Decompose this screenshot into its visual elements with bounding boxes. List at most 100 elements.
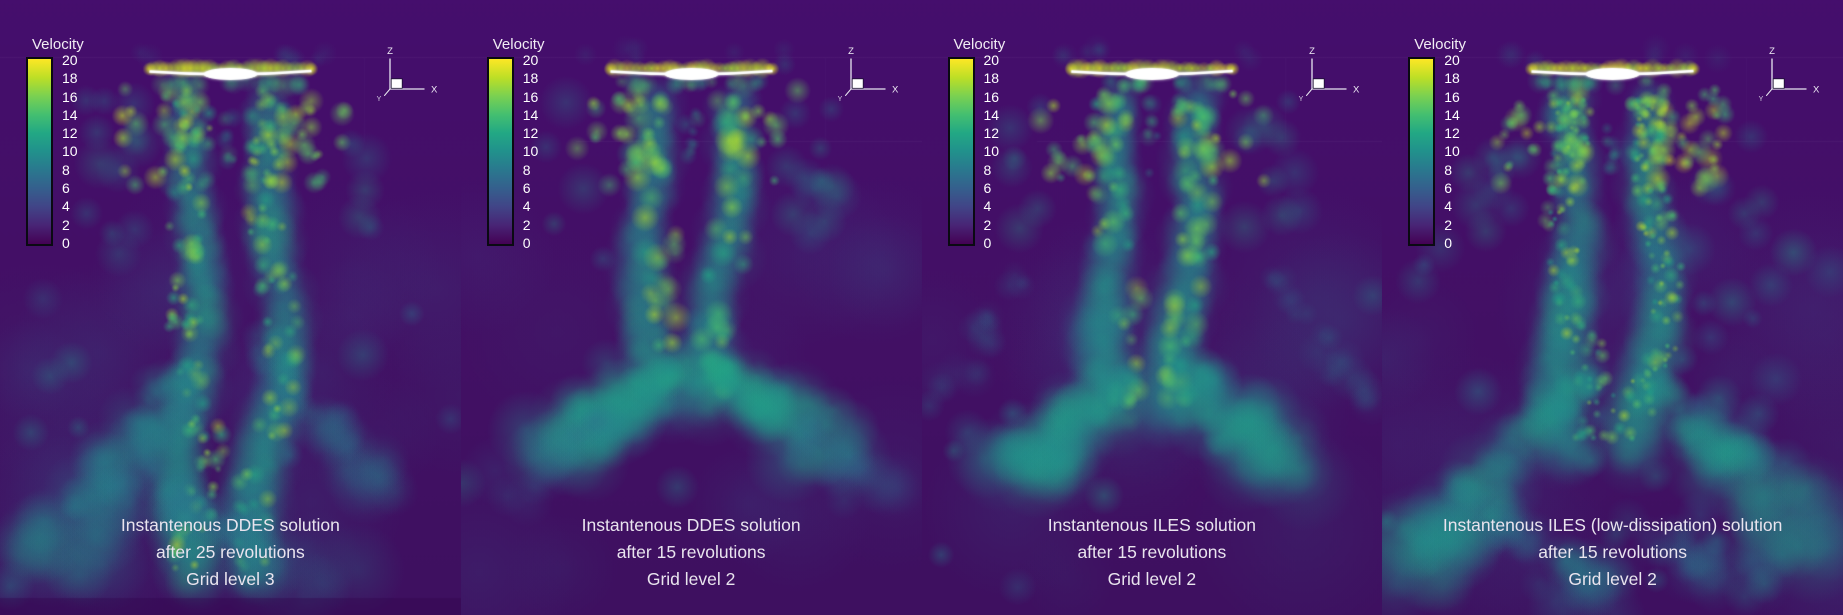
caption-line: after 15 revolutions (1538, 542, 1688, 562)
colorbar-tick: 8 (983, 161, 992, 178)
colorbar-tick: 16 (62, 88, 78, 105)
colorbar-tick: 18 (983, 70, 1000, 87)
colorbar-tick: 2 (1444, 216, 1453, 233)
colorbar-tick: 12 (1444, 125, 1460, 142)
colorbar: 20 18 16 14 12 10 8 6 4 2 0 (1408, 53, 1466, 250)
colorbar-tick: 4 (522, 198, 531, 215)
colorbar-tick: 16 (983, 88, 1000, 105)
colorbar-tick: 8 (1444, 161, 1453, 178)
colorbar-tick: 6 (522, 180, 531, 197)
colorbar: 20 18 16 14 12 10 8 6 4 2 0 (486, 53, 545, 250)
colorbar-tick: 14 (983, 106, 1000, 123)
colorbar-tick: 20 (522, 52, 539, 68)
colorbar-tick: 18 (1444, 70, 1460, 87)
colorbar-tick: 20 (62, 52, 78, 68)
caption-line: Grid level 2 (646, 569, 736, 589)
velocity-field-canvas (921, 0, 1383, 615)
caption-line: Grid level 2 (1107, 569, 1197, 589)
y-axis-line (1766, 88, 1773, 96)
panel-iles-15rev-grid2: Velocity 20 18 16 14 12 10 8 6 4 2 0 Z X Y Instant… (921, 0, 1383, 615)
colorbar-gradient (1408, 57, 1436, 246)
colorbar-tick: 14 (522, 106, 539, 123)
y-axis-label: Y (1298, 96, 1303, 103)
caption-line: after 25 revolutions (155, 542, 305, 562)
panel-iles-lowdissipation-15rev-grid2: Velocity 20 18 16 14 12 10 8 6 4 2 0 Z X Y Instant… (1382, 0, 1843, 615)
origin-marker (1312, 78, 1325, 89)
z-axis-label: Z (1309, 46, 1315, 57)
colorbar: 20 18 16 14 12 10 8 6 4 2 0 (26, 53, 84, 250)
y-axis-line (384, 88, 391, 96)
axis-triad: Z X Y (377, 46, 438, 103)
x-axis-label: X (1353, 85, 1360, 96)
colorbar-tick: 10 (62, 143, 78, 160)
colorbar-tick: 4 (62, 198, 70, 215)
caption-line: after 15 revolutions (616, 542, 766, 562)
colorbar-tick: 14 (1444, 106, 1460, 123)
colorbar-tick: 4 (983, 198, 992, 215)
y-axis-line (844, 88, 852, 96)
z-axis-label: Z (1769, 46, 1775, 57)
axis-triad: Z X Y (1298, 46, 1360, 103)
caption-line: Instantenous ILES solution (1047, 515, 1256, 535)
caption-line: Instantenous ILES (low-dissipation) solu… (1442, 515, 1783, 535)
colorbar-gradient (947, 57, 975, 246)
colorbar-tick: 2 (522, 216, 531, 233)
colorbar-tick: 2 (62, 216, 70, 233)
colorbar-gradient (26, 57, 53, 246)
colorbar-tick: 16 (1444, 88, 1460, 105)
origin-marker (851, 78, 864, 89)
velocity-field-canvas (0, 0, 461, 615)
colorbar-tick: 16 (522, 88, 539, 105)
caption-line: Instantenous DDES solution (581, 515, 801, 535)
caption-line: Grid level 2 (1568, 569, 1657, 589)
colorbar-tick: 12 (62, 125, 78, 142)
colorbar-tick: 20 (1444, 52, 1460, 68)
panel-caption: Instantenous ILES solution after 15 revo… (922, 512, 1383, 593)
axis-triad: Z X Y (1759, 46, 1820, 103)
x-axis-label: X (431, 85, 438, 96)
colorbar-tick: 2 (983, 216, 992, 233)
colorbar-tick: 4 (1444, 198, 1453, 215)
panel-ddes-15rev-grid2: Velocity 20 18 16 14 12 10 8 6 4 2 0 Z X Y Instant… (460, 0, 922, 615)
colorbar-legend: Velocity 20 18 16 14 12 10 8 6 4 2 0 (26, 36, 84, 250)
axis-triad: Z X Y (837, 46, 899, 103)
y-axis-label: Y (837, 96, 842, 103)
velocity-field-canvas (460, 0, 922, 615)
colorbar-tick: 0 (62, 234, 70, 251)
colorbar-tick: 8 (62, 161, 70, 178)
panel-ddes-25rev-grid3: Velocity 20 18 16 14 12 10 8 6 4 2 0 Z X Y Instant… (0, 0, 461, 615)
colorbar-gradient (486, 57, 514, 246)
caption-line: Grid level 3 (186, 569, 275, 589)
colorbar-tick: 6 (983, 180, 992, 197)
colorbar-ticks: 20 18 16 14 12 10 8 6 4 2 0 (62, 53, 78, 250)
z-axis-label: Z (848, 46, 854, 57)
panel-caption: Instantenous ILES (low-dissipation) solu… (1382, 512, 1843, 593)
colorbar-tick: 20 (983, 52, 1000, 68)
colorbar-title: Velocity (1414, 36, 1466, 53)
colorbar-tick: 0 (1444, 234, 1453, 251)
colorbar: 20 18 16 14 12 10 8 6 4 2 0 (947, 53, 1006, 250)
colorbar-tick: 10 (983, 143, 1000, 160)
colorbar-title: Velocity (32, 36, 84, 53)
colorbar-tick: 10 (522, 143, 539, 160)
colorbar-tick: 8 (522, 161, 531, 178)
colorbar-tick: 10 (1444, 143, 1460, 160)
colorbar-ticks: 20 18 16 14 12 10 8 6 4 2 0 (1444, 53, 1460, 250)
colorbar-legend: Velocity 20 18 16 14 12 10 8 6 4 2 0 (1408, 36, 1466, 250)
colorbar-tick: 14 (62, 106, 78, 123)
colorbar-title: Velocity (492, 36, 545, 53)
caption-line: after 15 revolutions (1077, 542, 1227, 562)
origin-marker (390, 78, 403, 89)
colorbar-title: Velocity (953, 36, 1006, 53)
colorbar-tick: 6 (62, 180, 70, 197)
colorbar-tick: 0 (522, 234, 531, 251)
colorbar-ticks: 20 18 16 14 12 10 8 6 4 2 0 (523, 53, 539, 250)
colorbar-tick: 18 (62, 70, 78, 87)
y-axis-label: Y (377, 96, 382, 103)
panel-caption: Instantenous DDES solution after 15 revo… (461, 512, 922, 593)
y-axis-label: Y (1759, 96, 1764, 103)
origin-marker (1773, 78, 1785, 89)
x-axis-label: X (892, 85, 899, 96)
colorbar-tick: 18 (522, 70, 539, 87)
